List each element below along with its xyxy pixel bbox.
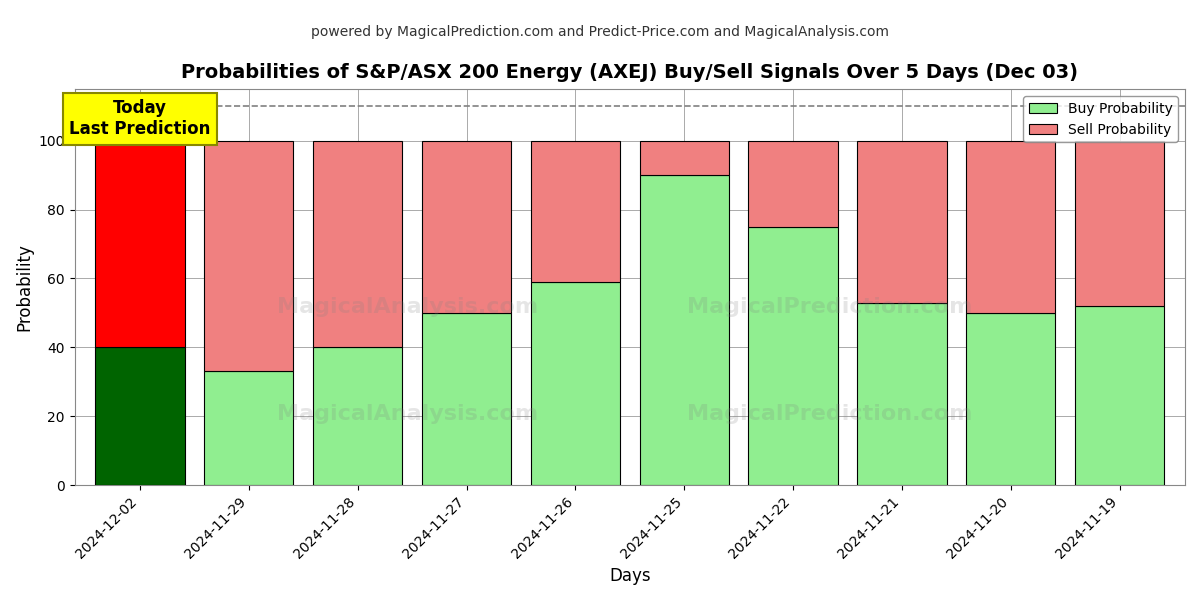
Bar — [204, 371, 294, 485]
Bar — [749, 141, 838, 227]
Bar — [95, 141, 185, 347]
Text: MagicalAnalysis.com: MagicalAnalysis.com — [277, 297, 539, 317]
Legend: Buy Probability, Sell Probability: Buy Probability, Sell Probability — [1024, 96, 1178, 142]
Text: MagicalPrediction.com: MagicalPrediction.com — [688, 404, 972, 424]
Bar — [530, 141, 620, 282]
Bar — [966, 313, 1056, 485]
Bar — [857, 141, 947, 302]
Bar — [857, 302, 947, 485]
Bar — [422, 313, 511, 485]
Bar — [749, 227, 838, 485]
Y-axis label: Probability: Probability — [16, 243, 34, 331]
Text: powered by MagicalPrediction.com and Predict-Price.com and MagicalAnalysis.com: powered by MagicalPrediction.com and Pre… — [311, 25, 889, 39]
Bar — [95, 347, 185, 485]
Title: Probabilities of S&P/ASX 200 Energy (AXEJ) Buy/Sell Signals Over 5 Days (Dec 03): Probabilities of S&P/ASX 200 Energy (AXE… — [181, 63, 1079, 82]
Bar — [1075, 306, 1164, 485]
Bar — [313, 141, 402, 347]
Bar — [313, 347, 402, 485]
Bar — [1075, 141, 1164, 306]
X-axis label: Days: Days — [610, 567, 650, 585]
Bar — [204, 141, 294, 371]
Text: Today
Last Prediction: Today Last Prediction — [70, 100, 211, 138]
Text: MagicalPrediction.com: MagicalPrediction.com — [688, 297, 972, 317]
Bar — [640, 175, 728, 485]
Text: MagicalAnalysis.com: MagicalAnalysis.com — [277, 404, 539, 424]
Bar — [966, 141, 1056, 313]
Bar — [422, 141, 511, 313]
Bar — [530, 282, 620, 485]
Bar — [640, 141, 728, 175]
